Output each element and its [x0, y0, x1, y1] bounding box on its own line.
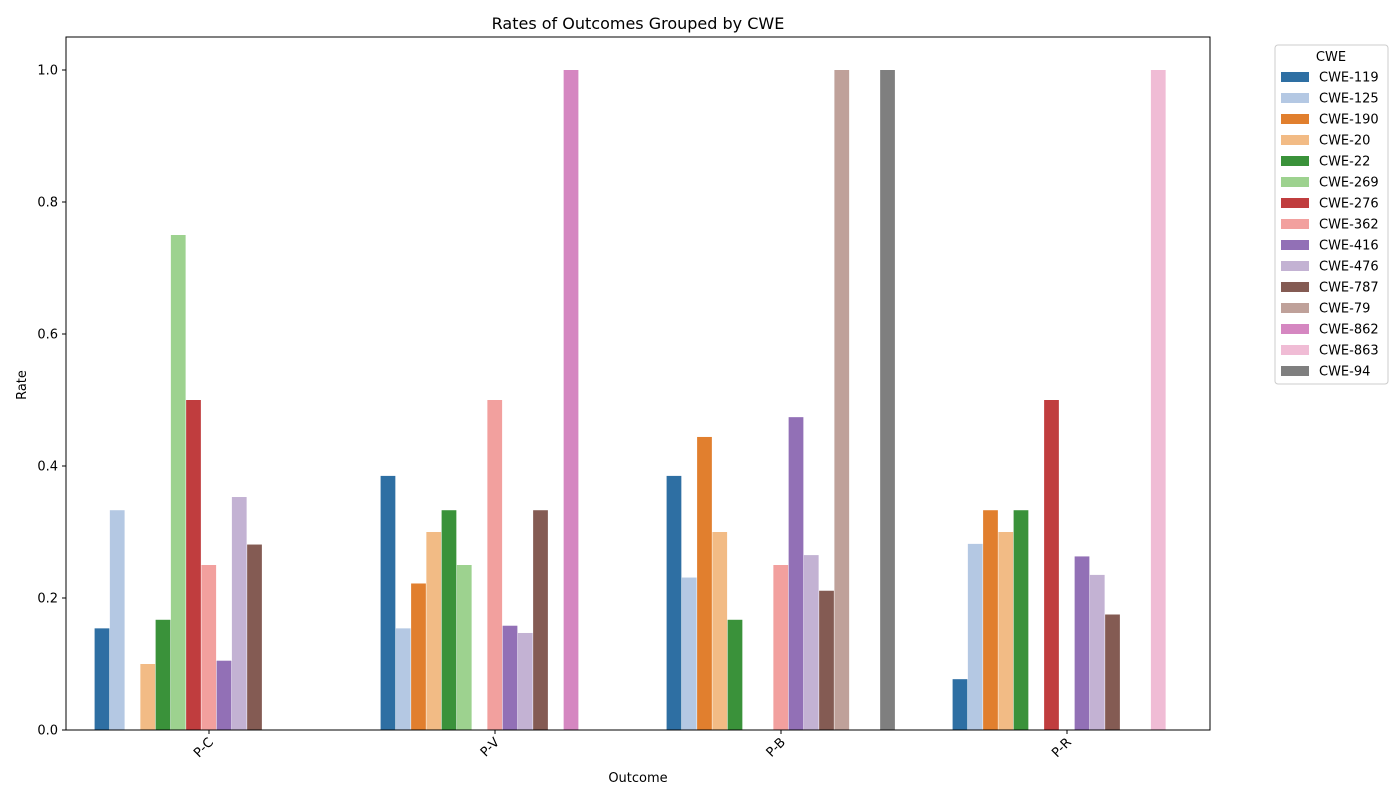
legend-label: CWE-476: [1319, 260, 1379, 275]
x-tick-label: P-V: [478, 735, 503, 760]
y-tick-label: 0.0: [37, 724, 58, 739]
bar-cwe-20-p-v: [426, 532, 442, 730]
legend-label: CWE-94: [1319, 365, 1370, 380]
legend-label: CWE-787: [1319, 281, 1379, 296]
legend-frame: [1274, 44, 1389, 385]
bar-cwe-190-p-b: [697, 436, 712, 730]
x-axis-title: Outcome: [608, 771, 667, 786]
bar-cwe-476-p-r: [1089, 574, 1105, 730]
legend-label: CWE-125: [1319, 92, 1379, 107]
bar-cwe-787-p-v: [533, 510, 548, 730]
legend-label: CWE-863: [1319, 344, 1379, 359]
legend-swatch: [1281, 198, 1309, 208]
legend-label: CWE-20: [1319, 134, 1370, 149]
y-axis: 0.0 0.2 0.4 0.6 0.8 1.0: [37, 64, 66, 739]
bar-cwe-416-p-b: [788, 417, 804, 730]
bar-cwe-362-p-b: [773, 565, 789, 730]
bar-cwe-787-p-b: [819, 590, 834, 730]
bar-cwe-787-p-r: [1105, 614, 1120, 730]
legend-swatch: [1281, 72, 1309, 82]
legend-swatch: [1281, 324, 1309, 334]
bar-cwe-20-p-b: [712, 532, 728, 730]
bar-cwe-476-p-c: [231, 497, 247, 730]
bar-cwe-269-p-v: [456, 565, 472, 730]
legend-swatch: [1281, 93, 1309, 103]
legend-swatch: [1281, 135, 1309, 145]
legend-label: CWE-119: [1319, 71, 1379, 86]
y-tick-label: 0.6: [37, 328, 58, 343]
x-tick-label: P-B: [764, 735, 789, 760]
legend-swatch: [1281, 177, 1309, 187]
legend-swatch: [1281, 261, 1309, 271]
legend-label: CWE-79: [1319, 302, 1370, 317]
legend-swatch: [1281, 303, 1309, 313]
legend-swatch: [1281, 366, 1309, 376]
bar-cwe-22-p-r: [1013, 510, 1029, 730]
legend-label: CWE-362: [1319, 218, 1379, 233]
y-tick-label: 0.4: [37, 460, 58, 475]
bar-cwe-276-p-r: [1044, 400, 1059, 730]
bar-cwe-190-p-v: [411, 583, 426, 730]
x-tick-label: P-C: [191, 735, 217, 761]
x-tick-label: P-R: [1049, 735, 1075, 761]
bar-cwe-79-p-b: [834, 70, 850, 730]
bar-cwe-125-p-v: [395, 628, 411, 730]
bar-cwe-94-p-b: [880, 70, 895, 730]
legend-label: CWE-276: [1319, 197, 1379, 212]
bar-cwe-22-p-b: [727, 619, 743, 730]
bar-cwe-476-p-b: [803, 555, 819, 730]
legend-label: CWE-416: [1319, 239, 1379, 254]
bar-cwe-362-p-c: [201, 565, 217, 730]
legend: CWE CWE-119 CWE-125 CWE-190 CWE-20 CWE-22 CWE…: [1274, 44, 1389, 385]
bar-cwe-20-p-c: [140, 664, 156, 730]
legend-swatch: [1281, 282, 1309, 292]
legend-label: CWE-862: [1319, 323, 1379, 338]
bar-cwe-416-p-c: [216, 660, 232, 730]
legend-title: CWE: [1316, 50, 1346, 65]
bar-cwe-787-p-c: [247, 544, 262, 730]
bar-cwe-416-p-r: [1074, 556, 1090, 730]
legend-swatch: [1281, 345, 1309, 355]
y-tick-label: 0.8: [37, 196, 58, 211]
legend-label: CWE-190: [1319, 113, 1379, 128]
bar-cwe-476-p-v: [517, 632, 533, 730]
bar-cwe-119-p-r: [952, 679, 968, 730]
bar-cwe-863-p-r: [1150, 70, 1166, 730]
bar-cwe-862-p-v: [563, 70, 579, 730]
bar-cwe-125-p-c: [109, 510, 125, 730]
legend-label: CWE-22: [1319, 155, 1370, 170]
bar-cwe-276-p-c: [186, 400, 201, 730]
legend-swatch: [1281, 156, 1309, 166]
legend-swatch: [1281, 219, 1309, 229]
bar-cwe-119-p-v: [380, 475, 396, 730]
bar-cwe-22-p-c: [155, 619, 171, 730]
bar-cwe-125-p-r: [967, 543, 983, 730]
plot-frame: [65, 36, 1211, 731]
legend-swatch: [1281, 114, 1309, 124]
bar-cwe-125-p-b: [681, 577, 697, 730]
bars-layer: [94, 70, 1166, 730]
bar-cwe-362-p-v: [487, 400, 503, 730]
x-axis: P-C P-V P-B P-R: [191, 730, 1075, 761]
y-tick-label: 1.0: [37, 64, 58, 79]
bar-cwe-416-p-v: [502, 625, 518, 730]
legend-swatch: [1281, 240, 1309, 250]
bar-cwe-119-p-c: [94, 628, 110, 730]
bar-cwe-269-p-c: [170, 235, 186, 730]
bar-cwe-119-p-b: [666, 475, 682, 730]
y-tick-label: 0.2: [37, 592, 58, 607]
y-axis-title: Rate: [15, 370, 30, 400]
bar-cwe-22-p-v: [441, 510, 457, 730]
bar-cwe-190-p-r: [983, 510, 998, 730]
bar-cwe-20-p-r: [998, 532, 1014, 730]
legend-label: CWE-269: [1319, 176, 1379, 191]
chart-title: Rates of Outcomes Grouped by CWE: [492, 14, 785, 33]
